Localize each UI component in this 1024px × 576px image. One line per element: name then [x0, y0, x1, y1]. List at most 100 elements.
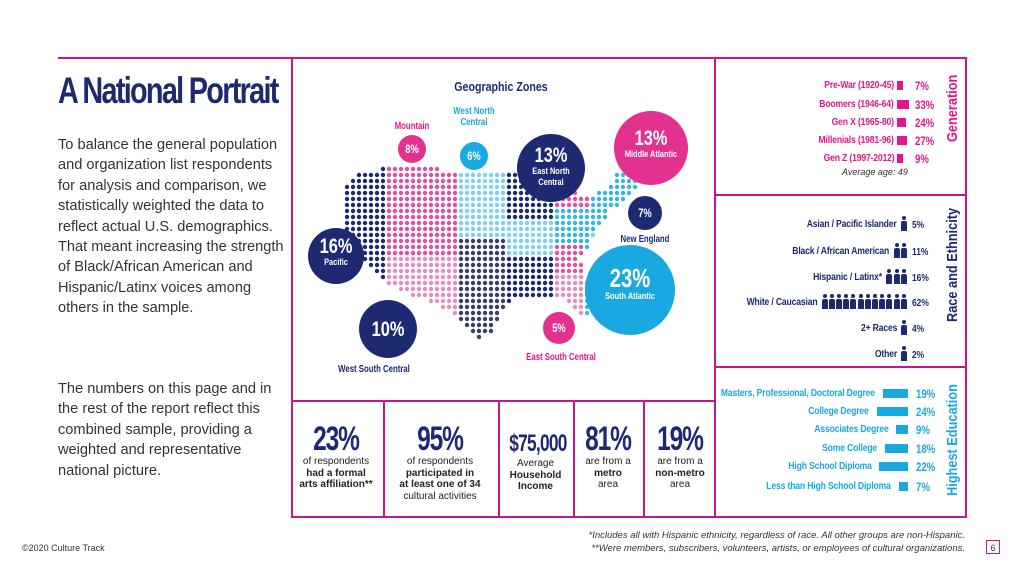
race-label: Asian / Pacific Islander — [806, 218, 897, 230]
stat-description-line: had a formal — [306, 467, 366, 479]
person-icon — [900, 320, 907, 336]
stat-description-line: area — [669, 479, 690, 490]
zone-label: Central — [461, 116, 488, 127]
education-row: Some College 18% — [720, 442, 940, 456]
stat-description-line: participated in — [405, 467, 475, 479]
stat-description: of respondents participated in at least on… — [385, 456, 495, 502]
generation-bar — [897, 100, 909, 109]
person-icon — [900, 346, 907, 362]
education-row: College Degree 24% — [720, 405, 940, 419]
zone-east-south-central: 5% East South Central — [526, 312, 596, 362]
generation-label: Boomers (1946-64) — [819, 98, 894, 110]
education-label: Associates Degree — [814, 423, 889, 435]
race-value: 16% — [912, 272, 929, 284]
education-title: Highest Education — [944, 384, 961, 496]
stat-value: $75,000 — [509, 430, 567, 457]
person-body — [872, 299, 878, 309]
race-label: Black / African American — [792, 245, 890, 257]
generation-row: Gen Z (1997-2012) 9% — [720, 152, 936, 166]
person-head — [901, 243, 906, 247]
person-head — [887, 269, 892, 273]
person-icon — [857, 294, 864, 310]
generation-value: 27% — [915, 134, 935, 148]
race-value: 2% — [912, 349, 925, 361]
person-head — [901, 320, 906, 324]
generation-bar — [897, 81, 903, 90]
page-title: A National Portrait — [58, 70, 279, 111]
footnote-hispanic: *Includes all with Hispanic ethnicity, r… — [588, 530, 966, 541]
stat-description-line: cultural activities — [403, 490, 477, 502]
person-body — [893, 248, 900, 258]
person-body — [886, 299, 893, 309]
zone-label: South Atlantic — [605, 290, 655, 301]
race-value: 62% — [912, 297, 929, 309]
stat-description-line: non-metro — [655, 467, 705, 479]
race-row: White / Caucasian 62% — [720, 294, 940, 310]
zone-label: Pacific — [324, 256, 348, 267]
person-icon — [900, 269, 907, 285]
footnote-affiliation: **Were members, subscribers, volunteers,… — [591, 543, 965, 554]
person-head — [894, 269, 899, 273]
zone-value: 13% — [535, 143, 568, 166]
person-head — [880, 294, 885, 298]
zone-west-south-central: 10% West South Central — [338, 300, 417, 374]
generation-bar — [897, 118, 906, 127]
race-label: Hispanic / Latinx* — [813, 271, 883, 283]
map-title: Geographic Zones — [454, 79, 548, 94]
zone-label: Central — [538, 176, 563, 187]
zone-mountain: 8% Mountain — [395, 120, 430, 163]
race-row: 2+ Races 4% — [720, 320, 940, 336]
stat-description-line: are from a — [585, 456, 631, 467]
generation-title: Generation — [944, 74, 961, 142]
education-bar — [896, 425, 908, 434]
person-head — [894, 243, 899, 247]
stat-description-line: of respondents — [406, 456, 474, 467]
page-number: 6 — [986, 540, 1000, 554]
zone-label: New England — [621, 233, 670, 244]
person-icon — [893, 269, 900, 285]
education-value: 18% — [916, 442, 936, 456]
person-head — [865, 294, 870, 298]
education-label: High School Diploma — [787, 460, 872, 472]
zone-label: East North — [532, 165, 569, 176]
stat-value: 19% — [657, 420, 704, 458]
person-icon — [821, 294, 828, 310]
zone-bubble — [398, 135, 426, 163]
stat-value: 81% — [585, 420, 632, 458]
zone-value: 6% — [467, 150, 481, 163]
generation-label: Gen X (1965-80) — [831, 116, 894, 128]
person-body — [828, 299, 835, 309]
generation-label: Millenials (1981-96) — [818, 134, 894, 146]
stat-description: are from a metro area — [576, 456, 640, 491]
education-bar — [876, 407, 908, 416]
zone-bubble — [585, 245, 675, 335]
race-row: Asian / Pacific Islander 5% — [720, 216, 940, 232]
person-head — [887, 294, 892, 298]
person-body — [879, 299, 886, 309]
race-label: 2+ Races — [860, 322, 897, 334]
generation-label: Pre-War (1920-45) — [824, 79, 894, 91]
map-dot-grid — [344, 166, 638, 340]
generation-row: Millenials (1981-96) 27% — [720, 134, 936, 148]
zone-label: Mountain — [395, 120, 430, 131]
zone-bubble — [308, 228, 364, 284]
zone-value: 8% — [405, 143, 419, 156]
stat-description-line: metro — [594, 467, 622, 479]
stat-description-line: Income — [517, 481, 553, 492]
stat-value: 23% — [313, 420, 360, 458]
stat-cell: 19% are from a non-metro area — [644, 402, 716, 516]
zone-value: 5% — [552, 322, 566, 335]
race-title: Race and Ethnicity — [944, 207, 961, 322]
person-head — [858, 294, 863, 298]
top-rule — [58, 57, 291, 59]
race-row: Other 2% — [720, 346, 940, 362]
person-body — [850, 299, 857, 309]
education-row: Masters, Professional, Doctoral Degree 19… — [720, 387, 940, 401]
average-age-note: Average age: 49 — [842, 167, 908, 177]
stat-description: Average Household Income — [501, 458, 570, 493]
person-icon — [893, 294, 900, 310]
education-value: 22% — [916, 460, 936, 474]
generation-value: 7% — [915, 79, 929, 93]
education-bar — [883, 389, 908, 398]
